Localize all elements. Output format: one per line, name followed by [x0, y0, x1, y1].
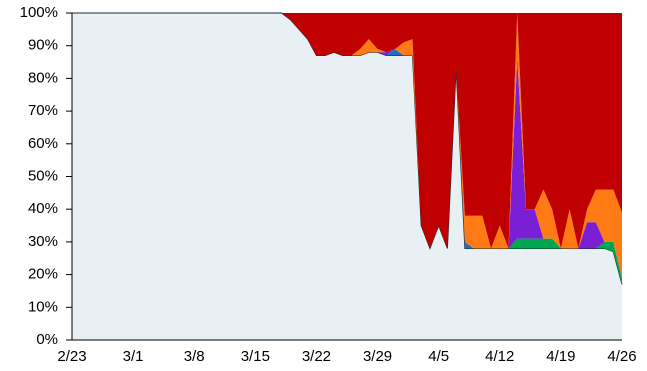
- x-tick-label: 3/8: [184, 348, 205, 365]
- area: [72, 13, 622, 249]
- y-tick-label: 10%: [28, 298, 58, 315]
- y-tick-label: 0%: [36, 331, 58, 348]
- y-tick-label: 90%: [28, 37, 58, 54]
- x-tick-label: 4/19: [546, 348, 575, 365]
- area: [72, 13, 622, 340]
- x-tick-label: 4/12: [485, 348, 514, 365]
- x-tick-label: 3/15: [241, 348, 270, 365]
- y-tick-label: 80%: [28, 69, 58, 86]
- y-tick-label: 70%: [28, 102, 58, 119]
- x-tick-label: 4/26: [607, 348, 636, 365]
- y-tick-label: 40%: [28, 200, 58, 217]
- x-tick-label: 2/23: [57, 348, 86, 365]
- y-tick-label: 20%: [28, 266, 58, 283]
- x-tick-label: 3/22: [302, 348, 331, 365]
- x-tick-label: 3/1: [123, 348, 144, 365]
- y-tick-label: 60%: [28, 135, 58, 152]
- y-tick-label: 100%: [20, 4, 58, 21]
- y-tick-label: 30%: [28, 233, 58, 250]
- x-tick-label: 4/5: [428, 348, 449, 365]
- y-tick-label: 50%: [28, 167, 58, 184]
- x-tick-label: 3/29: [363, 348, 392, 365]
